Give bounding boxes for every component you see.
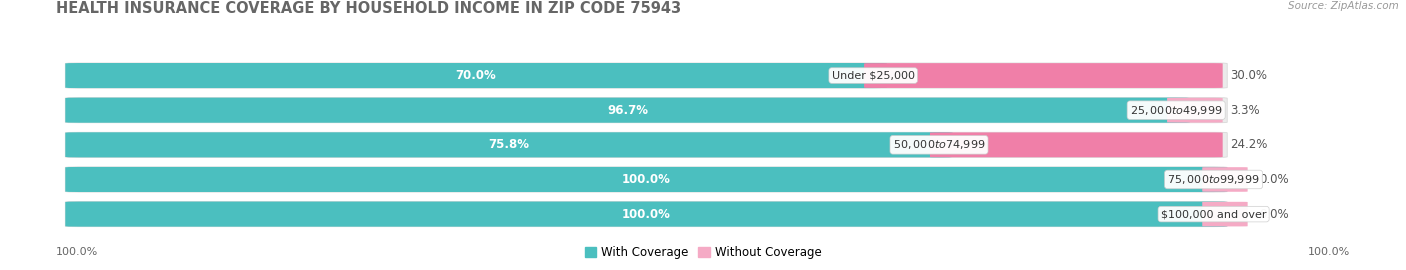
Text: 0.0%: 0.0% bbox=[1258, 208, 1289, 221]
Text: $25,000 to $49,999: $25,000 to $49,999 bbox=[1130, 104, 1222, 117]
FancyBboxPatch shape bbox=[65, 167, 1227, 192]
FancyBboxPatch shape bbox=[65, 98, 1189, 123]
Text: $100,000 and over: $100,000 and over bbox=[1161, 209, 1267, 219]
Text: 24.2%: 24.2% bbox=[1230, 138, 1268, 151]
Text: $50,000 to $74,999: $50,000 to $74,999 bbox=[893, 138, 986, 151]
Text: 3.3%: 3.3% bbox=[1230, 104, 1260, 117]
Text: 100.0%: 100.0% bbox=[1308, 247, 1350, 258]
Text: 100.0%: 100.0% bbox=[621, 208, 671, 221]
Text: 0.0%: 0.0% bbox=[1258, 173, 1289, 186]
FancyBboxPatch shape bbox=[65, 202, 1227, 227]
Text: 96.7%: 96.7% bbox=[607, 104, 648, 117]
Text: HEALTH INSURANCE COVERAGE BY HOUSEHOLD INCOME IN ZIP CODE 75943: HEALTH INSURANCE COVERAGE BY HOUSEHOLD I… bbox=[56, 1, 682, 16]
FancyBboxPatch shape bbox=[1167, 98, 1223, 123]
FancyBboxPatch shape bbox=[1202, 167, 1247, 192]
FancyBboxPatch shape bbox=[65, 202, 1227, 227]
FancyBboxPatch shape bbox=[1202, 202, 1247, 227]
FancyBboxPatch shape bbox=[865, 63, 1223, 88]
Text: 100.0%: 100.0% bbox=[56, 247, 98, 258]
FancyBboxPatch shape bbox=[929, 132, 1223, 157]
Text: 75.8%: 75.8% bbox=[488, 138, 530, 151]
Text: 70.0%: 70.0% bbox=[456, 69, 496, 82]
Legend: With Coverage, Without Coverage: With Coverage, Without Coverage bbox=[579, 241, 827, 264]
Text: 30.0%: 30.0% bbox=[1230, 69, 1268, 82]
Text: Under $25,000: Under $25,000 bbox=[832, 70, 915, 80]
Text: Source: ZipAtlas.com: Source: ZipAtlas.com bbox=[1288, 1, 1399, 11]
FancyBboxPatch shape bbox=[65, 167, 1227, 192]
FancyBboxPatch shape bbox=[65, 132, 953, 157]
FancyBboxPatch shape bbox=[65, 132, 1227, 157]
FancyBboxPatch shape bbox=[65, 63, 887, 88]
FancyBboxPatch shape bbox=[65, 98, 1227, 123]
FancyBboxPatch shape bbox=[65, 63, 1227, 88]
Text: 100.0%: 100.0% bbox=[621, 173, 671, 186]
Text: $75,000 to $99,999: $75,000 to $99,999 bbox=[1167, 173, 1260, 186]
